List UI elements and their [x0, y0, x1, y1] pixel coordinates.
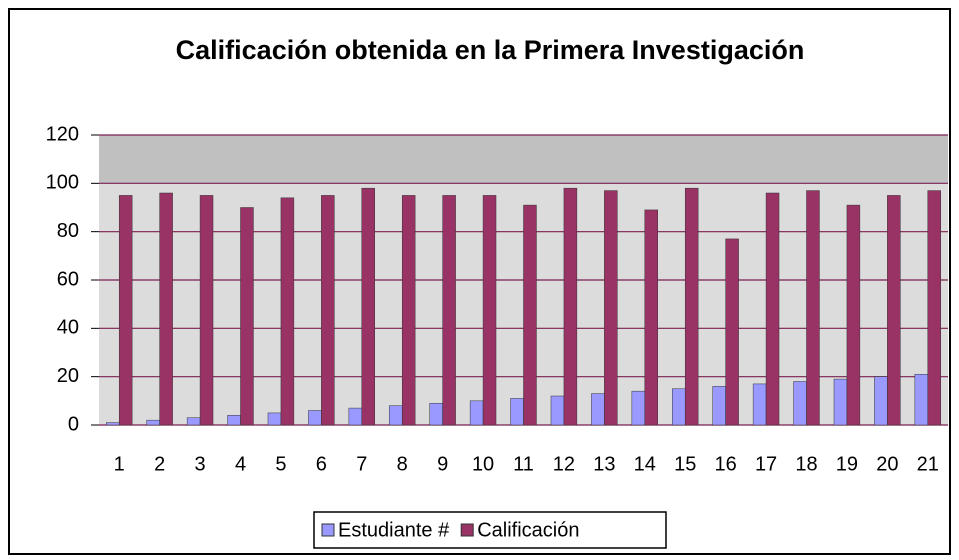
bar — [389, 405, 403, 426]
bar — [806, 190, 820, 426]
x-tick-label: 17 — [755, 453, 777, 475]
x-tick-label: 6 — [316, 453, 327, 475]
x-tick-label: 2 — [154, 453, 165, 475]
bar — [146, 419, 160, 426]
bar — [550, 395, 565, 426]
bar — [914, 374, 929, 426]
bar — [672, 388, 686, 426]
bar — [118, 195, 133, 426]
y-tick-label: 0 — [68, 413, 79, 435]
bar — [429, 403, 443, 426]
y-tick-label: 60 — [57, 268, 79, 290]
x-tick-label: 12 — [553, 453, 575, 475]
x-tick-label: 4 — [235, 453, 246, 475]
bar — [874, 376, 888, 426]
bar — [833, 378, 848, 426]
bar — [401, 195, 416, 426]
y-tick-label: 80 — [57, 220, 79, 242]
bar — [604, 190, 618, 426]
x-tick-label: 19 — [836, 453, 858, 475]
legend-box — [313, 511, 667, 549]
x-tick-label: 5 — [275, 453, 286, 475]
x-tick-label: 18 — [795, 453, 817, 475]
legend-label: Calificación — [477, 519, 579, 541]
bar — [927, 190, 941, 426]
x-tick-label: 10 — [472, 453, 494, 475]
bar — [591, 393, 605, 426]
x-tick-label: 1 — [114, 453, 125, 475]
legend-swatch — [460, 523, 474, 537]
x-tick-label: 13 — [593, 453, 615, 475]
bar — [199, 195, 214, 426]
bar — [321, 195, 335, 426]
bar — [644, 209, 658, 426]
y-tick-label: 120 — [46, 123, 79, 145]
bar — [684, 187, 699, 426]
bar — [186, 417, 201, 426]
bar — [887, 195, 901, 426]
x-tick-label: 11 — [513, 453, 534, 475]
bar — [267, 412, 282, 426]
bar — [308, 410, 322, 426]
bar — [280, 197, 295, 426]
bar — [469, 400, 484, 426]
bar — [227, 415, 241, 426]
bar — [846, 204, 861, 426]
x-tick-label: 8 — [397, 453, 408, 475]
chart-title: Calificación obtenida en la Primera Inve… — [176, 35, 805, 65]
x-tick-label: 14 — [634, 453, 656, 475]
bar — [523, 204, 537, 426]
x-tick-label: 7 — [356, 453, 367, 475]
bar — [348, 407, 363, 426]
bar — [752, 383, 767, 426]
x-tick-label: 16 — [715, 453, 737, 475]
x-tick-label: 21 — [917, 453, 939, 475]
x-tick-label: 15 — [674, 453, 696, 475]
y-tick-label: 100 — [46, 172, 79, 194]
bar — [361, 187, 375, 426]
x-tick-label: 20 — [876, 453, 898, 475]
bar — [725, 238, 739, 426]
bar — [793, 381, 807, 426]
bar — [106, 422, 120, 426]
bar — [442, 195, 456, 426]
legend-swatch — [321, 523, 335, 537]
y-tick-label: 40 — [57, 317, 79, 339]
y-tick-label: 20 — [57, 365, 79, 387]
bar — [159, 192, 173, 426]
bar — [563, 187, 578, 426]
bar — [482, 195, 497, 426]
bar — [240, 207, 254, 426]
x-tick-label: 3 — [195, 453, 206, 475]
x-tick-label: 9 — [437, 453, 448, 475]
bar — [631, 390, 646, 426]
legend-label: Estudiante # — [338, 519, 450, 541]
bar — [765, 192, 780, 426]
bar — [510, 398, 524, 426]
bar — [712, 386, 726, 426]
